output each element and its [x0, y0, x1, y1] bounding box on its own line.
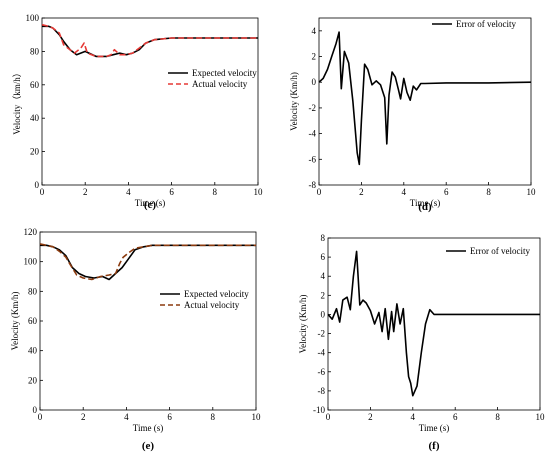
- x-axis-label: Time (s): [419, 423, 449, 433]
- x-tick-label: 2: [368, 412, 373, 422]
- y-tick-label: 60: [28, 316, 38, 326]
- x-tick-label: 6: [444, 187, 449, 197]
- x-tick-label: 4: [402, 187, 407, 197]
- y-tick-label: 4: [312, 26, 317, 36]
- y-tick-label: -10: [313, 405, 325, 415]
- x-tick-label: 2: [83, 187, 88, 197]
- y-tick-label: 0: [312, 77, 317, 87]
- y-tick-label: -2: [318, 329, 326, 339]
- legend-entry-2: Actual velocity: [192, 79, 248, 89]
- x-tick-label: 10: [252, 412, 262, 422]
- y-tick-label: 0: [35, 180, 40, 190]
- panel-label: (d): [418, 201, 432, 213]
- plot-frame: [327, 237, 541, 411]
- series-line-2: [39, 243, 256, 281]
- x-tick-label: 8: [486, 187, 491, 197]
- plot-frame: [318, 17, 532, 186]
- x-tick-label: 4: [126, 187, 131, 197]
- y-tick-label: 0: [33, 405, 38, 415]
- y-tick-label: 120: [24, 227, 38, 237]
- y-tick-label: 6: [321, 252, 326, 262]
- x-tick-label: 0: [326, 412, 331, 422]
- x-tick-label: 8: [211, 412, 216, 422]
- y-tick-label: -2: [309, 103, 317, 113]
- y-tick-label: 40: [28, 346, 38, 356]
- panel-label: (f): [429, 440, 440, 452]
- y-tick-label: 2: [321, 290, 326, 300]
- y-axis-label: Velocity (Km/h): [10, 292, 20, 351]
- legend-entry-1: Expected velocity: [192, 68, 257, 78]
- x-tick-label: 8: [213, 187, 218, 197]
- y-tick-label: -6: [318, 367, 326, 377]
- x-tick-label: 10: [536, 412, 546, 422]
- x-axis-label: Time (s): [133, 423, 163, 433]
- y-axis-label: Velocity（km/h）: [12, 68, 22, 135]
- x-tick-label: 2: [359, 187, 364, 197]
- x-axis-label: Time (s): [135, 198, 165, 208]
- x-tick-label: 0: [38, 412, 43, 422]
- y-axis-label: Velocity (Km/h): [298, 295, 308, 354]
- x-tick-label: 6: [453, 412, 458, 422]
- x-tick-label: 4: [124, 412, 129, 422]
- series-line-1: [42, 25, 258, 58]
- panel-label: (e): [142, 440, 155, 452]
- y-tick-label: 2: [312, 52, 317, 62]
- x-tick-label: 10: [527, 187, 537, 197]
- plot-frame: [39, 231, 257, 411]
- x-axis-label: Time (s): [410, 198, 440, 208]
- y-tick-label: 80: [28, 286, 38, 296]
- y-tick-label: -6: [309, 154, 317, 164]
- y-tick-label: 20: [30, 147, 40, 157]
- x-tick-label: 4: [411, 412, 416, 422]
- y-axis-label: Velocity (Km/h): [289, 72, 299, 131]
- legend-entry-2: Actual velocity: [184, 300, 240, 310]
- y-tick-label: 0: [321, 309, 326, 319]
- y-tick-label: 4: [321, 271, 326, 281]
- y-tick-label: 60: [30, 80, 40, 90]
- plot-frame: [41, 17, 259, 186]
- chart-panel-4: 0 2 4 6 8 10 -10 -8 -6 -4 -2 0 2 4 6 8 Time (s) Velocity …: [298, 233, 545, 452]
- panel-label: (c): [144, 199, 157, 211]
- x-tick-label: 8: [495, 412, 500, 422]
- series-line-1: [318, 31, 532, 166]
- y-tick-label: 100: [26, 13, 40, 23]
- x-tick-label: 6: [167, 412, 172, 422]
- legend-entry-1: Expected velocity: [184, 289, 249, 299]
- series-line-1: [327, 250, 540, 397]
- y-tick-label: 8: [321, 233, 326, 243]
- y-tick-label: 80: [30, 46, 40, 56]
- y-tick-label: 40: [30, 113, 40, 123]
- x-tick-label: 0: [40, 187, 45, 197]
- series-line-1: [40, 244, 256, 281]
- x-tick-label: 10: [254, 187, 264, 197]
- y-tick-label: 100: [24, 257, 38, 267]
- y-tick-label: -4: [309, 129, 317, 139]
- legend-entry-1: Error of velocity: [470, 246, 530, 256]
- legend: Error of velocity: [432, 19, 516, 29]
- y-tick-label: 20: [28, 375, 38, 385]
- x-tick-label: 2: [81, 412, 86, 422]
- legend-entry-1: Error of velocity: [456, 19, 516, 29]
- x-tick-label: 0: [317, 187, 322, 197]
- series-line-2: [41, 23, 258, 58]
- y-tick-label: -4: [318, 348, 326, 358]
- y-tick-label: -8: [318, 386, 326, 396]
- y-tick-label: -8: [309, 180, 317, 190]
- x-tick-label: 6: [169, 187, 174, 197]
- legend: Error of velocity: [446, 246, 530, 256]
